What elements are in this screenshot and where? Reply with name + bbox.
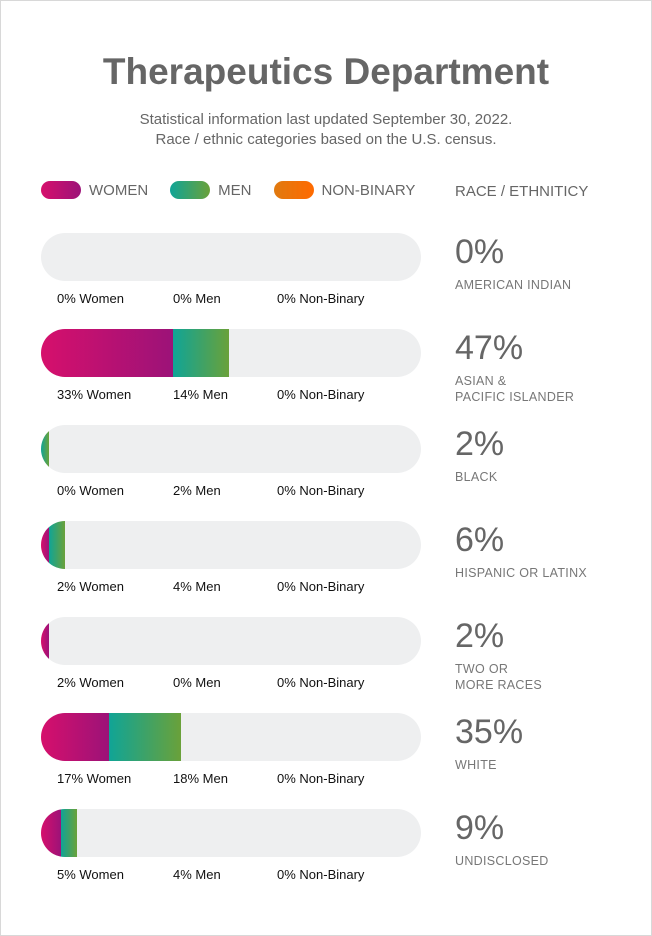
chart-row: 17% Women 18% Men 0% Non-Binary 35% WHITE xyxy=(41,713,641,809)
men-label: 4% Men xyxy=(173,579,221,594)
nonbinary-label: 0% Non-Binary xyxy=(277,675,365,690)
bar-women xyxy=(41,329,173,377)
category-label: BLACK xyxy=(455,470,498,484)
nonbinary-label: 0% Non-Binary xyxy=(277,291,365,306)
bar-women xyxy=(41,809,61,857)
bar-women xyxy=(41,617,49,665)
bar-track xyxy=(41,521,421,569)
bar-track xyxy=(41,425,421,473)
category-label: WHITE xyxy=(455,758,497,772)
total-percent: 0% xyxy=(455,233,505,271)
nonbinary-label: 0% Non-Binary xyxy=(277,483,365,498)
total-percent: 2% xyxy=(455,425,505,463)
bar-men xyxy=(49,521,65,569)
total-percent: 2% xyxy=(455,617,505,655)
total-percent: 9% xyxy=(455,809,505,847)
total-percent: 35% xyxy=(455,713,524,751)
legend-label: WOMEN xyxy=(89,181,149,199)
bar-men xyxy=(61,809,77,857)
legend-swatch-men xyxy=(170,181,211,199)
category-label: HISPANIC OR LATINX xyxy=(455,566,588,580)
bar-track xyxy=(41,617,421,665)
chart-row: 2% Women 4% Men 0% Non-Binary 6% HISPANIC OR… xyxy=(41,521,641,617)
category-label: AMERICAN INDIAN xyxy=(455,278,572,292)
men-label: 18% Men xyxy=(173,771,228,786)
legend: WOMEN MEN NON-BINARY xyxy=(41,181,437,199)
legend-swatch-nonbinary xyxy=(273,181,314,199)
subtitle: Statistical information last updated Sep… xyxy=(1,110,651,150)
bar-track xyxy=(41,233,421,281)
nonbinary-label: 0% Non-Binary xyxy=(277,867,365,882)
bar-men xyxy=(173,329,229,377)
legend-item-women: WOMEN xyxy=(41,181,148,199)
legend-swatch-women xyxy=(41,181,81,199)
chart-row: 0% Women 2% Men 0% Non-Binary 2% BLACK xyxy=(41,425,641,521)
race-header: RACE / ETHNITICY xyxy=(455,183,589,200)
bar-men xyxy=(41,425,49,473)
women-label: 2% Women xyxy=(57,675,124,690)
men-label: 0% Men xyxy=(173,291,221,306)
chart-row: 5% Women 4% Men 0% Non-Binary 9% UNDISCLOSED xyxy=(41,809,641,905)
bar-women xyxy=(41,713,109,761)
bar-track xyxy=(41,809,421,857)
women-label: 0% Women xyxy=(57,291,124,306)
women-label: 0% Women xyxy=(57,483,124,498)
total-percent: 47% xyxy=(455,329,524,367)
bar-track xyxy=(41,329,421,377)
nonbinary-label: 0% Non-Binary xyxy=(277,771,365,786)
nonbinary-label: 0% Non-Binary xyxy=(277,387,365,402)
chart-row: 2% Women 0% Men 0% Non-Binary 2% TWO OR MORE… xyxy=(41,617,641,713)
subtitle-line: Race / ethnic categories based on the U.… xyxy=(155,131,497,148)
women-label: 17% Women xyxy=(57,771,132,786)
legend-item-men: MEN xyxy=(170,181,252,199)
men-label: 14% Men xyxy=(173,387,228,402)
total-percent: 6% xyxy=(455,521,505,559)
men-label: 2% Men xyxy=(173,483,221,498)
legend-label: MEN xyxy=(218,181,252,199)
bar-track xyxy=(41,713,421,761)
legend-label: NON-BINARY xyxy=(321,181,416,199)
chart-row: 0% Women 0% Men 0% Non-Binary 0% AMERICAN IN… xyxy=(41,233,641,329)
women-label: 5% Women xyxy=(57,867,124,882)
bar-men xyxy=(109,713,181,761)
bar-women xyxy=(41,521,49,569)
women-label: 33% Women xyxy=(57,387,132,402)
men-label: 4% Men xyxy=(173,867,221,882)
category-label: ASIAN & PACIFIC ISLANDER xyxy=(455,374,575,404)
nonbinary-label: 0% Non-Binary xyxy=(277,579,365,594)
men-label: 0% Men xyxy=(173,675,221,690)
subtitle-line: Statistical information last updated Sep… xyxy=(139,111,513,128)
page-title: Therapeutics Department xyxy=(102,51,550,92)
chart-row: 33% Women 14% Men 0% Non-Binary 47% ASIAN & … xyxy=(41,329,641,425)
category-label: TWO OR MORE RACES xyxy=(455,662,543,692)
women-label: 2% Women xyxy=(57,579,124,594)
legend-item-nonbinary: NON-BINARY xyxy=(273,181,416,199)
category-label: UNDISCLOSED xyxy=(455,854,549,868)
